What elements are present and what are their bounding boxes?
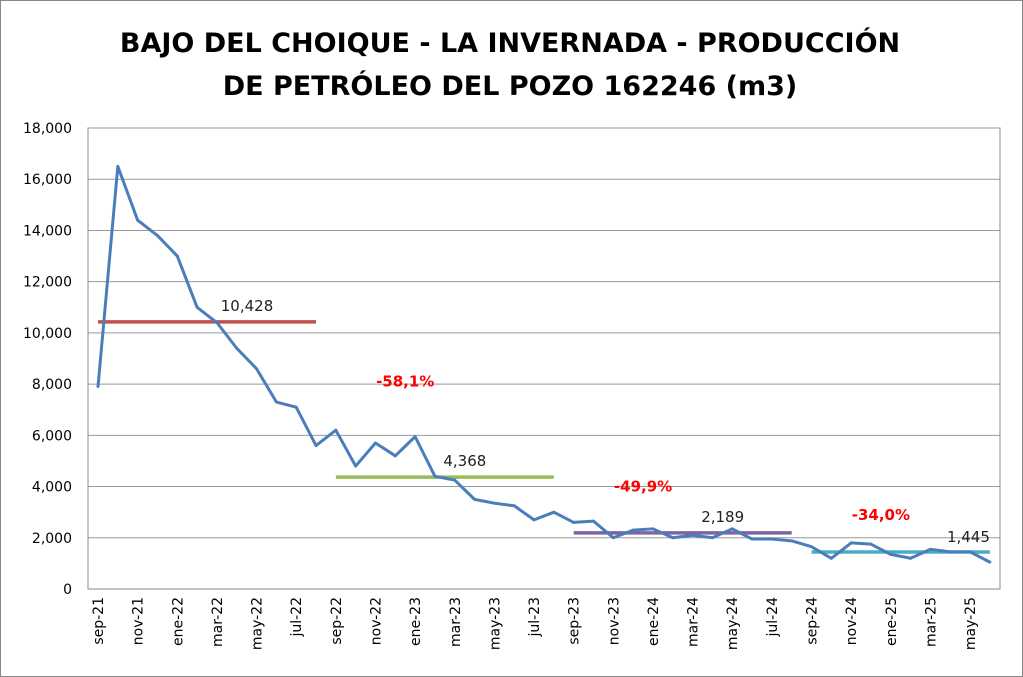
data-point: [592, 519, 595, 523]
x-tick-label: may-22: [250, 597, 266, 650]
data-point: [671, 536, 675, 540]
data-point: [988, 560, 992, 564]
y-tick-label: 2,000: [32, 531, 72, 547]
data-point: [393, 454, 397, 458]
data-point: [869, 542, 873, 546]
x-tick-label: ene-24: [646, 597, 662, 646]
x-tick-label: may-24: [725, 597, 741, 650]
data-point: [849, 541, 853, 545]
data-point: [433, 474, 437, 478]
data-point: [354, 464, 358, 468]
chart-title-line-2: DE PETRÓLEO DEL POZO 162246 (m3): [223, 70, 798, 102]
x-tick-label: mar-24: [686, 597, 702, 647]
x-tick-label: sep-22: [329, 597, 345, 645]
data-point: [255, 367, 258, 371]
percent-change-label: -49,9%: [614, 478, 672, 496]
average-label: 4,368: [443, 452, 486, 470]
data-point: [572, 521, 576, 524]
x-tick-label: ene-25: [884, 597, 900, 646]
x-tick-label: sep-23: [567, 597, 583, 645]
average-label: 10,428: [221, 297, 274, 315]
data-point: [156, 234, 159, 237]
data-point: [631, 528, 635, 532]
data-point: [294, 405, 298, 409]
x-tick-label: sep-21: [91, 597, 107, 645]
y-tick-label: 8,000: [32, 377, 72, 393]
x-tick-label: may-25: [963, 597, 979, 650]
y-tick-label: 10,000: [23, 326, 72, 342]
data-point: [968, 550, 972, 554]
data-point: [116, 165, 120, 168]
data-point: [810, 545, 813, 549]
x-tick-label: nov-21: [131, 597, 147, 645]
data-point: [215, 321, 219, 325]
x-tick-label: jul-22: [289, 597, 305, 638]
x-tick-label: nov-22: [368, 597, 384, 645]
x-tick-label: ene-23: [408, 597, 424, 646]
x-tick-label: mar-23: [448, 597, 464, 647]
x-tick-label: sep-24: [805, 597, 821, 645]
data-point: [136, 218, 140, 222]
x-tick-label: mar-22: [210, 597, 226, 647]
data-point: [314, 444, 318, 447]
y-tick-label: 16,000: [23, 172, 72, 188]
data-point: [929, 547, 932, 551]
x-tick-label: nov-23: [606, 597, 622, 645]
chart-title-line-1: BAJO DEL CHOIQUE - LA INVERNADA - PRODUC…: [120, 27, 900, 59]
data-point: [909, 556, 913, 560]
percent-change-label: -58,1%: [376, 373, 434, 391]
x-tick-label: nov-24: [844, 597, 860, 645]
data-point: [96, 385, 100, 389]
data-point: [413, 435, 417, 439]
data-point: [750, 537, 754, 541]
x-tick-label: may-23: [487, 597, 503, 650]
data-point: [532, 518, 536, 522]
data-point: [948, 550, 952, 554]
data-point: [453, 478, 457, 482]
data-point: [512, 504, 516, 508]
data-point: [889, 553, 893, 556]
data-point: [235, 346, 239, 350]
data-point: [473, 497, 476, 501]
x-tick-label: jul-23: [527, 597, 543, 638]
data-point: [175, 254, 179, 258]
x-tick-label: jul-24: [765, 597, 781, 638]
data-point: [651, 527, 655, 531]
data-point: [711, 536, 714, 540]
average-label: 2,189: [701, 508, 744, 526]
x-tick-label: ene-22: [170, 597, 186, 646]
average-label: 1,445: [947, 528, 990, 546]
y-tick-label: 12,000: [23, 275, 72, 291]
data-point: [274, 400, 278, 404]
data-point: [730, 527, 734, 531]
percent-change-label: -34,0%: [852, 506, 910, 524]
data-point: [770, 537, 774, 541]
data-point: [195, 305, 199, 309]
y-tick-label: 0: [63, 582, 72, 598]
y-tick-label: 6,000: [32, 428, 72, 444]
y-tick-label: 14,000: [23, 223, 72, 239]
data-point: [790, 539, 794, 543]
data-point: [611, 536, 615, 540]
y-tick-label: 4,000: [32, 480, 72, 496]
y-tick-label: 18,000: [23, 121, 72, 137]
x-tick-label: mar-25: [923, 597, 939, 647]
data-point: [691, 533, 694, 537]
data-point: [374, 441, 377, 445]
data-point: [552, 510, 556, 514]
data-point: [493, 501, 496, 505]
data-point: [334, 428, 338, 432]
series-line: [96, 164, 991, 564]
data-point: [829, 556, 833, 560]
